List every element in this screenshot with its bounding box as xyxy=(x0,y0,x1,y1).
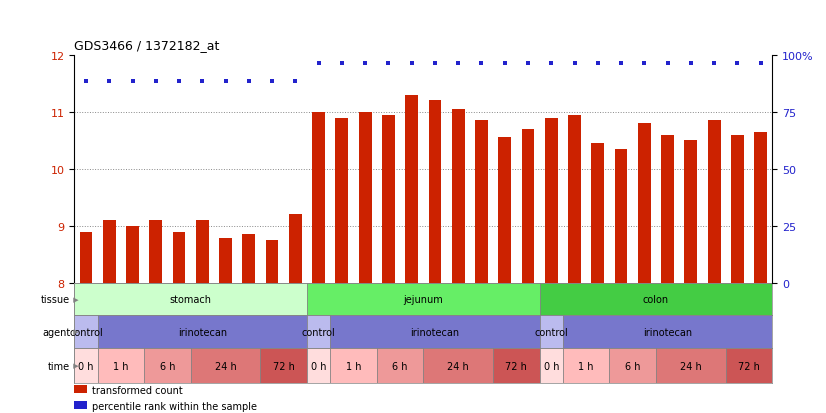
Text: agent: agent xyxy=(42,327,70,337)
Text: 6 h: 6 h xyxy=(392,361,408,370)
Bar xyxy=(260,348,307,383)
Text: irinotecan: irinotecan xyxy=(643,327,692,337)
Text: stomach: stomach xyxy=(169,294,211,304)
Bar xyxy=(610,348,656,383)
Text: 6 h: 6 h xyxy=(625,361,640,370)
Text: GDS3466 / 1372182_at: GDS3466 / 1372182_at xyxy=(74,39,220,52)
Text: percentile rank within the sample: percentile rank within the sample xyxy=(92,401,257,411)
Text: ▶: ▶ xyxy=(71,297,78,302)
Bar xyxy=(731,135,743,283)
Bar xyxy=(429,101,441,283)
Bar xyxy=(191,348,260,383)
Bar xyxy=(330,316,539,348)
Bar xyxy=(539,283,772,316)
Text: transformed count: transformed count xyxy=(92,385,183,395)
Bar xyxy=(662,135,674,283)
Bar xyxy=(522,130,534,283)
Bar xyxy=(498,138,511,283)
Text: 72 h: 72 h xyxy=(738,361,760,370)
Text: control: control xyxy=(69,327,103,337)
Bar xyxy=(377,348,424,383)
Text: 1 h: 1 h xyxy=(113,361,129,370)
Bar xyxy=(563,348,610,383)
Bar xyxy=(307,348,330,383)
Text: irinotecan: irinotecan xyxy=(178,327,227,337)
Bar xyxy=(656,348,726,383)
Bar xyxy=(335,118,349,283)
Bar xyxy=(74,401,87,409)
Bar xyxy=(539,316,563,348)
Bar xyxy=(493,348,539,383)
Text: 24 h: 24 h xyxy=(448,361,469,370)
Bar xyxy=(74,283,307,316)
Bar xyxy=(685,141,697,283)
Bar xyxy=(97,348,145,383)
Bar xyxy=(126,226,139,283)
Bar xyxy=(358,113,372,283)
Bar xyxy=(754,133,767,283)
Text: 72 h: 72 h xyxy=(273,361,295,370)
Bar xyxy=(74,385,87,393)
Bar xyxy=(219,239,232,283)
Text: 24 h: 24 h xyxy=(215,361,236,370)
Text: 0 h: 0 h xyxy=(311,361,326,370)
Text: 6 h: 6 h xyxy=(159,361,175,370)
Bar xyxy=(243,235,255,283)
Text: 0 h: 0 h xyxy=(78,361,93,370)
Bar xyxy=(382,115,395,283)
Text: 72 h: 72 h xyxy=(506,361,527,370)
Bar xyxy=(452,110,464,283)
Text: 1 h: 1 h xyxy=(346,361,361,370)
Bar xyxy=(74,348,97,383)
Bar xyxy=(173,232,185,283)
Bar xyxy=(266,240,278,283)
Bar xyxy=(726,348,772,383)
Text: control: control xyxy=(534,327,568,337)
Bar xyxy=(79,232,93,283)
Bar xyxy=(97,316,307,348)
Bar xyxy=(145,348,191,383)
Bar xyxy=(74,316,97,348)
Bar xyxy=(424,348,493,383)
Bar xyxy=(708,121,720,283)
Text: tissue: tissue xyxy=(41,294,70,304)
Text: ▶: ▶ xyxy=(71,329,78,335)
Bar xyxy=(591,144,604,283)
Bar xyxy=(563,316,772,348)
Text: jejunum: jejunum xyxy=(403,294,444,304)
Bar xyxy=(615,150,628,283)
Bar xyxy=(638,124,651,283)
Bar xyxy=(312,113,325,283)
Bar xyxy=(103,221,116,283)
Text: 0 h: 0 h xyxy=(544,361,559,370)
Text: 24 h: 24 h xyxy=(680,361,702,370)
Bar xyxy=(150,221,162,283)
Text: 1 h: 1 h xyxy=(578,361,594,370)
Text: time: time xyxy=(48,361,70,370)
Bar xyxy=(539,348,563,383)
Bar xyxy=(289,215,301,283)
Text: colon: colon xyxy=(643,294,669,304)
Bar xyxy=(568,115,581,283)
Bar xyxy=(406,95,418,283)
Bar xyxy=(196,221,209,283)
Text: ▶: ▶ xyxy=(71,363,78,369)
Text: control: control xyxy=(301,327,335,337)
Bar xyxy=(307,316,330,348)
Bar xyxy=(475,121,488,283)
Text: irinotecan: irinotecan xyxy=(411,327,459,337)
Bar xyxy=(307,283,539,316)
Bar xyxy=(545,118,558,283)
Bar xyxy=(330,348,377,383)
